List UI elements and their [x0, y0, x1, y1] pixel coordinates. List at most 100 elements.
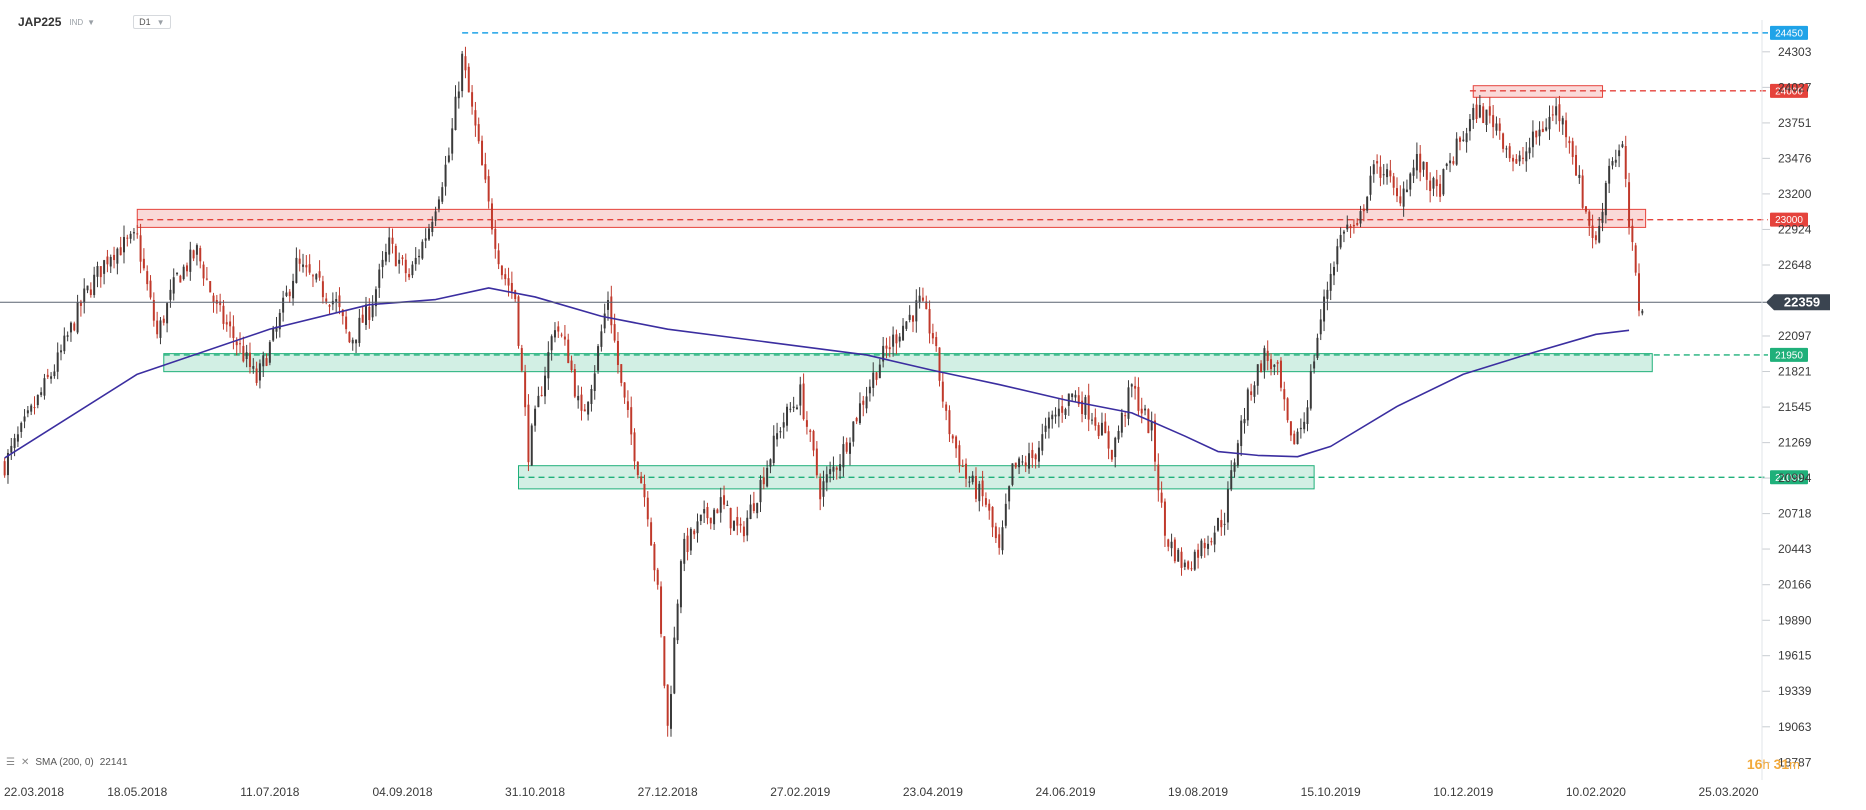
- candle: [971, 471, 974, 485]
- candle: [1226, 481, 1229, 530]
- candle: [1339, 227, 1342, 250]
- y-tick-label: 22924: [1778, 222, 1812, 236]
- candle: [1293, 430, 1296, 445]
- candle: [427, 223, 430, 241]
- candle: [845, 437, 848, 454]
- candle: [786, 403, 789, 432]
- candle: [1356, 218, 1359, 227]
- candle: [225, 314, 228, 332]
- y-axis: 24303 24027 23751 23476 23200 22924 22648 22097…: [1761, 20, 1812, 780]
- candle: [441, 182, 444, 205]
- candle: [1611, 157, 1614, 170]
- resistance-zone[interactable]: [136, 208, 1647, 228]
- y-tick-label: 19890: [1778, 613, 1812, 627]
- level-badge: [1770, 83, 1808, 98]
- candle: [1253, 381, 1256, 404]
- candle: [1495, 116, 1498, 136]
- candle: [633, 428, 636, 470]
- candle: [935, 331, 938, 352]
- candle: [252, 358, 255, 374]
- candle: [192, 249, 195, 262]
- candle: [703, 500, 706, 524]
- candle: [96, 261, 99, 288]
- candle: [679, 559, 682, 614]
- last-price-badge: [1766, 294, 1830, 311]
- candle: [391, 228, 394, 254]
- candle: [374, 286, 377, 317]
- candle: [355, 339, 358, 354]
- candle: [1213, 525, 1216, 553]
- x-tick-label: 11.07.2018: [240, 785, 299, 799]
- timeframe-selector[interactable]: D1 ▼: [133, 15, 171, 29]
- candle: [1455, 132, 1458, 166]
- candle: [1193, 549, 1196, 571]
- y-tick-label: 24303: [1778, 45, 1812, 59]
- candle: [600, 324, 603, 352]
- candle: [872, 362, 875, 397]
- candle: [298, 249, 301, 272]
- candle: [159, 316, 162, 345]
- candle: [1313, 354, 1316, 374]
- candle: [756, 502, 759, 519]
- candle: [752, 491, 755, 514]
- candle: [590, 384, 593, 412]
- candle: [713, 507, 716, 530]
- menu-icon[interactable]: ☰: [6, 757, 15, 768]
- candle: [646, 491, 649, 527]
- candle: [1565, 112, 1568, 148]
- candle: [1425, 161, 1428, 191]
- candle: [772, 425, 775, 466]
- y-tick-label: 21269: [1778, 436, 1812, 450]
- candle: [89, 282, 92, 298]
- candle: [205, 267, 208, 281]
- candle: [132, 228, 135, 241]
- candle: [1478, 95, 1481, 119]
- sma-line[interactable]: [4, 287, 1630, 459]
- levels-layer: 24450 24000 23000 21950 21000: [137, 25, 1808, 485]
- candle: [809, 428, 812, 442]
- instrument-type-selector[interactable]: IND ▼: [69, 18, 95, 27]
- candle: [1475, 97, 1478, 123]
- candle: [1372, 160, 1375, 183]
- candle: [142, 248, 145, 271]
- candle: [849, 437, 852, 466]
- candle: [338, 287, 341, 315]
- candles-layer: [3, 46, 1644, 737]
- candle: [1273, 364, 1276, 376]
- support-zone[interactable]: [163, 353, 1653, 373]
- candle: [968, 476, 971, 488]
- candle: [209, 281, 212, 293]
- candle: [1472, 103, 1475, 129]
- candle: [928, 300, 931, 344]
- candle: [437, 196, 440, 213]
- candle: [822, 470, 825, 507]
- candle: [288, 289, 291, 303]
- candle: [1097, 422, 1100, 440]
- candle: [984, 492, 987, 508]
- candle: [769, 458, 772, 474]
- candle: [1634, 242, 1637, 276]
- symbol-name[interactable]: JAP225: [18, 15, 62, 29]
- candle: [510, 271, 513, 299]
- candle: [958, 440, 961, 473]
- candle: [1260, 360, 1263, 373]
- candle: [10, 438, 13, 460]
- candle: [1054, 407, 1057, 424]
- candle: [1409, 172, 1412, 197]
- candle: [308, 254, 311, 275]
- candle: [660, 581, 663, 638]
- close-icon[interactable]: ✕: [20, 757, 30, 768]
- candle: [1641, 309, 1644, 316]
- candle: [520, 344, 523, 373]
- candle: [1064, 407, 1067, 420]
- candle: [1326, 281, 1329, 311]
- candle: [540, 386, 543, 397]
- candle: [795, 404, 798, 410]
- candle: [152, 292, 155, 327]
- candle: [1037, 440, 1040, 468]
- candle: [40, 387, 43, 398]
- candle: [139, 223, 142, 274]
- candle: [1094, 408, 1097, 431]
